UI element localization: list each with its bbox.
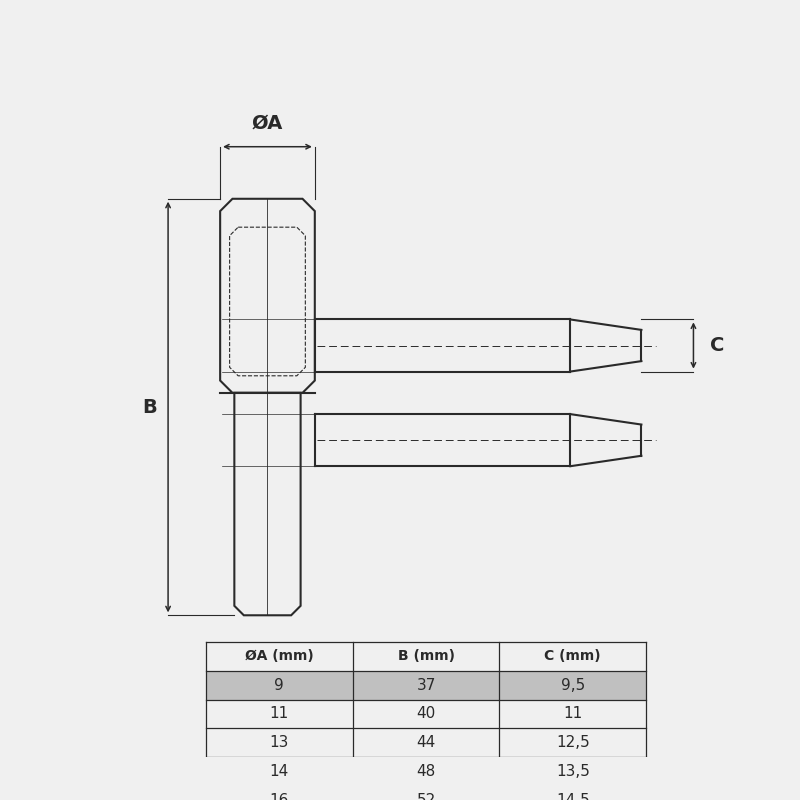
Text: 14,5: 14,5 bbox=[556, 793, 590, 800]
Text: 9: 9 bbox=[274, 678, 284, 693]
Text: B: B bbox=[142, 398, 157, 417]
Text: 14: 14 bbox=[270, 764, 289, 779]
Text: 16: 16 bbox=[270, 793, 289, 800]
Text: 9,5: 9,5 bbox=[561, 678, 585, 693]
Text: 44: 44 bbox=[417, 735, 436, 750]
Text: 37: 37 bbox=[416, 678, 436, 693]
Text: ØA: ØA bbox=[252, 114, 283, 133]
Text: 48: 48 bbox=[417, 764, 436, 779]
Text: 13,5: 13,5 bbox=[556, 764, 590, 779]
Text: 12,5: 12,5 bbox=[556, 735, 590, 750]
Text: C: C bbox=[710, 336, 725, 355]
Text: C (mm): C (mm) bbox=[545, 650, 601, 663]
Text: 13: 13 bbox=[270, 735, 289, 750]
Text: 40: 40 bbox=[417, 706, 436, 722]
Text: 11: 11 bbox=[563, 706, 582, 722]
Text: 11: 11 bbox=[270, 706, 289, 722]
Text: 52: 52 bbox=[417, 793, 436, 800]
Text: B (mm): B (mm) bbox=[398, 650, 454, 663]
Text: ØA (mm): ØA (mm) bbox=[245, 650, 314, 663]
Bar bbox=[206, 670, 646, 699]
